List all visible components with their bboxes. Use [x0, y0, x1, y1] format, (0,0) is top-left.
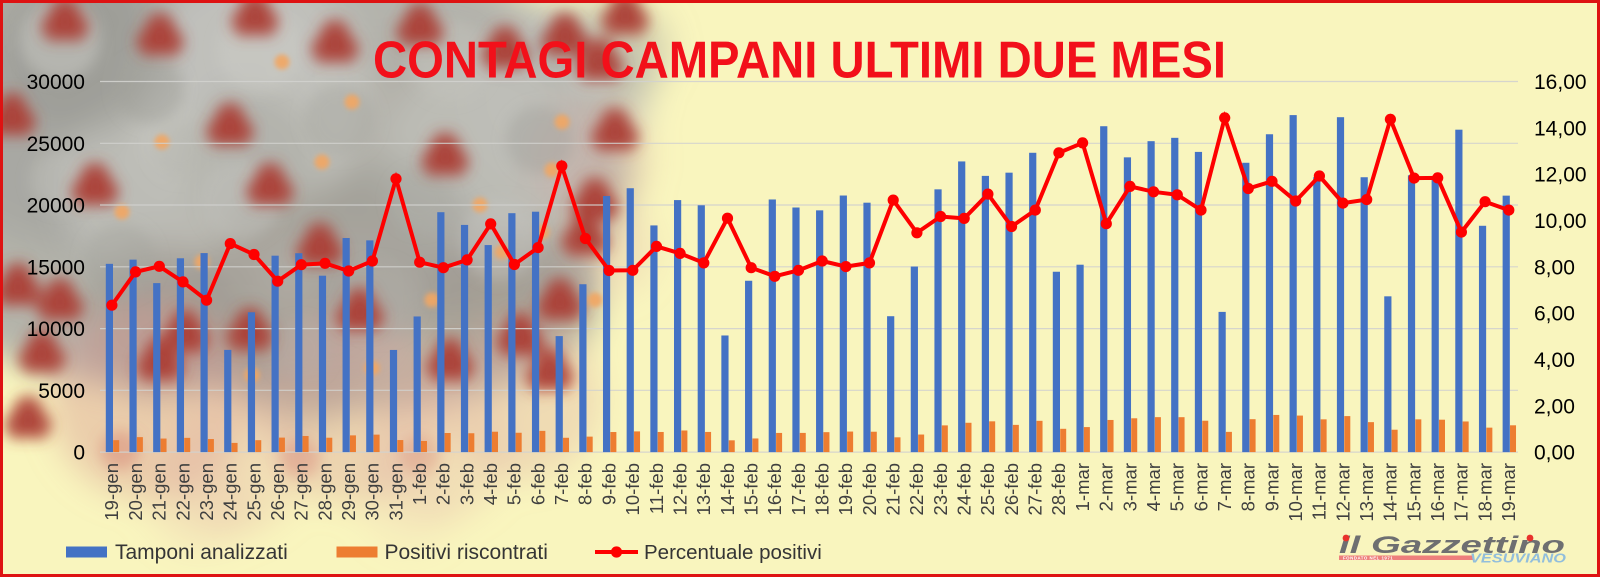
svg-text:15-mar: 15-mar	[1403, 463, 1424, 522]
svg-text:26-gen: 26-gen	[267, 463, 288, 521]
svg-text:16-feb: 16-feb	[764, 463, 785, 515]
svg-text:8-mar: 8-mar	[1238, 463, 1259, 511]
svg-text:11-mar: 11-mar	[1309, 463, 1330, 520]
svg-text:5-mar: 5-mar	[1167, 463, 1188, 511]
svg-text:15000: 15000	[27, 256, 85, 279]
svg-text:CONTAGI CAMPANI ULTIMI DUE MES: CONTAGI CAMPANI ULTIMI DUE MESI	[373, 32, 1226, 90]
svg-text:29-gen: 29-gen	[338, 463, 359, 521]
svg-text:7-feb: 7-feb	[551, 463, 572, 505]
svg-text:20-feb: 20-feb	[859, 463, 880, 515]
svg-text:10-feb: 10-feb	[622, 463, 643, 515]
svg-text:23-gen: 23-gen	[196, 463, 217, 521]
svg-text:1-feb: 1-feb	[409, 463, 430, 505]
svg-text:VESUVIANO: VESUVIANO	[1470, 552, 1566, 566]
svg-text:9-mar: 9-mar	[1261, 463, 1282, 511]
svg-text:26-feb: 26-feb	[1001, 463, 1022, 515]
svg-text:4-mar: 4-mar	[1143, 463, 1164, 511]
svg-text:27-feb: 27-feb	[1025, 463, 1046, 515]
svg-text:13-mar: 13-mar	[1356, 463, 1377, 522]
svg-text:12,00: 12,00	[1534, 164, 1587, 187]
svg-text:FONDATO NEL 1971: FONDATO NEL 1971	[1343, 556, 1393, 561]
svg-text:19-feb: 19-feb	[835, 463, 856, 515]
svg-text:8,00: 8,00	[1534, 256, 1575, 279]
svg-text:0,00: 0,00	[1534, 442, 1575, 465]
svg-text:6-feb: 6-feb	[527, 463, 548, 505]
svg-text:14-feb: 14-feb	[717, 463, 738, 515]
svg-text:23-feb: 23-feb	[930, 463, 951, 515]
svg-text:8-feb: 8-feb	[575, 463, 596, 505]
svg-text:30-gen: 30-gen	[362, 463, 383, 521]
svg-text:13-feb: 13-feb	[693, 463, 714, 515]
svg-text:5-feb: 5-feb	[504, 463, 525, 505]
svg-text:3-feb: 3-feb	[456, 463, 477, 505]
svg-text:10-mar: 10-mar	[1285, 463, 1306, 522]
svg-text:12-mar: 12-mar	[1332, 463, 1353, 522]
svg-text:27-gen: 27-gen	[291, 463, 312, 521]
svg-text:20-gen: 20-gen	[125, 463, 146, 521]
svg-text:21-gen: 21-gen	[149, 463, 170, 521]
svg-text:24-feb: 24-feb	[954, 463, 975, 515]
svg-text:18-feb: 18-feb	[812, 463, 833, 515]
svg-text:14-mar: 14-mar	[1380, 463, 1401, 522]
svg-text:19-gen: 19-gen	[101, 463, 122, 521]
svg-text:14,00: 14,00	[1534, 117, 1587, 140]
svg-text:22-feb: 22-feb	[906, 463, 927, 515]
svg-text:19-mar: 19-mar	[1498, 463, 1519, 522]
svg-text:15-feb: 15-feb	[741, 463, 762, 515]
svg-text:25000: 25000	[27, 133, 85, 156]
svg-text:18-mar: 18-mar	[1474, 463, 1495, 522]
svg-text:2-feb: 2-feb	[433, 463, 454, 505]
svg-text:2,00: 2,00	[1534, 395, 1575, 418]
svg-text:5000: 5000	[38, 380, 85, 403]
svg-text:17-mar: 17-mar	[1451, 463, 1472, 522]
svg-text:1-mar: 1-mar	[1072, 463, 1093, 511]
svg-text:Positivi riscontrati: Positivi riscontrati	[385, 541, 548, 564]
svg-text:17-feb: 17-feb	[788, 463, 809, 515]
svg-text:22-gen: 22-gen	[172, 463, 193, 521]
svg-text:6-mar: 6-mar	[1190, 463, 1211, 511]
svg-text:2-mar: 2-mar	[1096, 463, 1117, 511]
svg-text:Percentuale positivi: Percentuale positivi	[644, 541, 822, 564]
svg-text:4,00: 4,00	[1534, 349, 1575, 372]
svg-text:4-feb: 4-feb	[480, 463, 501, 505]
svg-text:12-feb: 12-feb	[669, 463, 690, 515]
svg-text:6,00: 6,00	[1534, 303, 1575, 326]
svg-text:28-gen: 28-gen	[314, 463, 335, 521]
svg-text:31-gen: 31-gen	[385, 463, 406, 521]
svg-text:10,00: 10,00	[1534, 210, 1587, 233]
svg-text:21-feb: 21-feb	[883, 463, 904, 515]
svg-text:16-mar: 16-mar	[1427, 463, 1448, 522]
svg-text:7-mar: 7-mar	[1214, 463, 1235, 511]
svg-text:Tamponi analizzati: Tamponi analizzati	[115, 541, 288, 564]
svg-text:16,00: 16,00	[1534, 71, 1587, 94]
svg-text:28-feb: 28-feb	[1048, 463, 1069, 515]
svg-text:3-mar: 3-mar	[1119, 463, 1140, 511]
svg-text:20000: 20000	[27, 195, 85, 218]
svg-text:25-gen: 25-gen	[243, 463, 264, 521]
svg-text:24-gen: 24-gen	[220, 463, 241, 521]
svg-text:25-feb: 25-feb	[977, 463, 998, 515]
svg-text:0: 0	[73, 442, 85, 465]
svg-text:11-feb: 11-feb	[646, 463, 667, 514]
svg-text:10000: 10000	[27, 318, 85, 341]
svg-text:9-feb: 9-feb	[598, 463, 619, 505]
svg-text:30000: 30000	[27, 71, 85, 94]
